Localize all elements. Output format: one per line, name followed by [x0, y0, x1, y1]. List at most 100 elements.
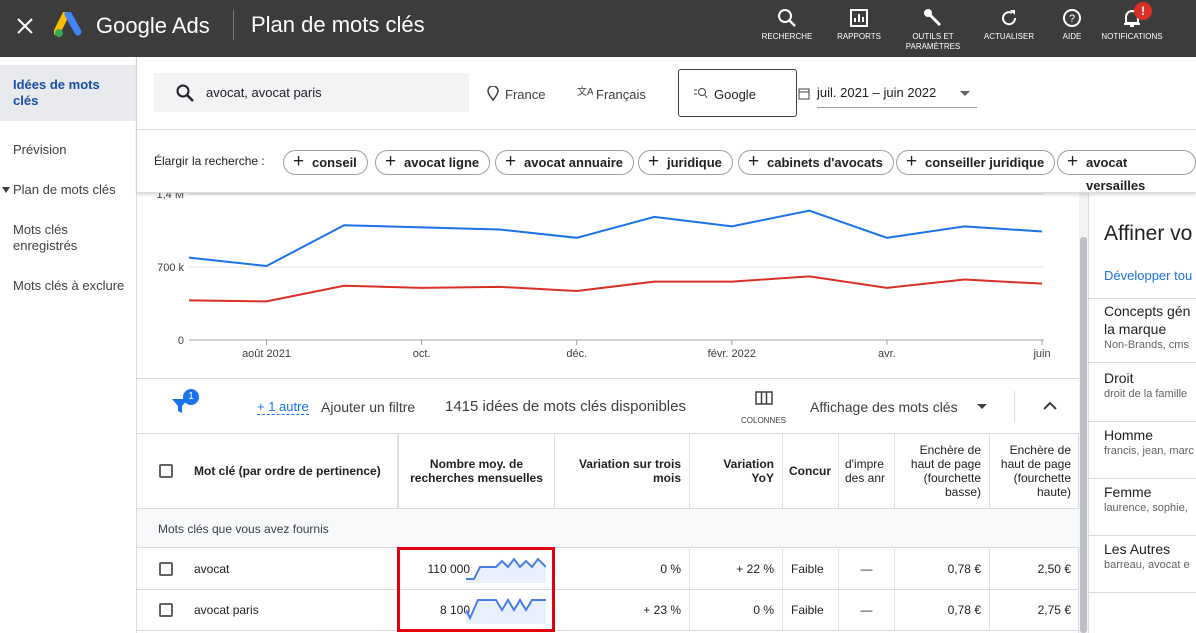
table-cell: 2,50 € [1037, 562, 1071, 576]
sparkline [466, 598, 546, 624]
divider [137, 129, 1196, 130]
refine-group-detail: laurence, sophie, [1104, 502, 1188, 514]
keyword-chip[interactable]: conseil [283, 150, 368, 175]
refine-group[interactable]: Concepts gén la marque Non-Brands, cms [1104, 302, 1196, 352]
top-bar: Google Ads Plan de mots clés RECHERCHE R… [0, 0, 1196, 57]
x-tick-label: oct. [413, 348, 431, 360]
date-range[interactable]: juil. 2021 – juin 2022 [817, 85, 977, 108]
search-box[interactable]: avocat, avocat paris [154, 73, 469, 112]
columns-icon[interactable] [755, 391, 773, 405]
action-tools[interactable]: OUTILS ET PARAMÈTRES [898, 8, 968, 52]
dropdown-caret [977, 404, 987, 409]
checkbox[interactable] [159, 464, 173, 478]
table-cell: 0,78 € [895, 590, 990, 631]
nav-item[interactable]: Mots clés enregistrés [13, 222, 78, 253]
refine-group-detail: Non-Brands, cms [1104, 339, 1189, 351]
sparkline-line [466, 557, 546, 580]
location[interactable]: France [505, 87, 546, 102]
refine-group-name: Femme [1104, 484, 1152, 500]
column-header[interactable]: Nombre moy. de recherches mensuelles [398, 434, 555, 508]
table-cell: — [839, 549, 895, 590]
keyword-chip[interactable]: conseiller juridique [896, 150, 1056, 175]
table-row [137, 590, 1079, 631]
column-header[interactable]: Enchère de haut de page (fourchette bass… [895, 434, 990, 508]
x-tick-label: avr. [878, 348, 896, 360]
refine-group[interactable]: Homme francis, jean, marc [1104, 426, 1196, 458]
refine-group-name: Droit [1104, 370, 1134, 386]
divider [1014, 391, 1015, 423]
series-line [188, 209, 1043, 267]
refine-group[interactable]: Les Autres barreau, avocat e [1104, 540, 1196, 572]
x-tick-label: juin [1032, 348, 1050, 360]
refine-group-detail: francis, jean, marc [1104, 445, 1194, 457]
search-icon [176, 84, 194, 102]
add-filter[interactable]: Ajouter un filtre [321, 399, 416, 415]
logo [54, 12, 82, 37]
keyword-chip[interactable]: avocat versailles [1057, 150, 1196, 193]
nav-item[interactable]: Prévision [13, 142, 67, 157]
calendar-icon [798, 88, 810, 100]
keyword-chip[interactable]: avocat annuaire [495, 150, 634, 175]
action-search[interactable]: RECHERCHE [752, 8, 822, 42]
divider [1088, 362, 1196, 363]
column-header[interactable]: Enchère de haut de page (fourchette haut… [1000, 443, 1071, 499]
divider [1088, 592, 1196, 593]
sparkline [466, 557, 546, 583]
keyword-chip[interactable]: juridique [638, 150, 733, 175]
keyword-chip[interactable]: avocat ligne [375, 150, 491, 175]
refine-group[interactable]: Droit droit de la famille [1104, 369, 1196, 401]
table-cell: 0 % [690, 590, 783, 631]
expand-label: Élargir la recherche : [154, 154, 265, 168]
divider [1088, 478, 1196, 479]
x-tick-label: févr. 2022 [708, 348, 756, 360]
action-reports[interactable]: RAPPORTS [824, 8, 894, 42]
more-filters[interactable]: + 1 autre [257, 399, 309, 415]
nav-item[interactable]: Idées de mots clés [13, 77, 100, 108]
table-cell: avocat paris [186, 590, 398, 631]
table-cell: + 22 % [690, 549, 783, 590]
network-icon [694, 88, 708, 99]
table-cell: Faible [783, 549, 839, 590]
svg-text:?: ? [1069, 13, 1075, 25]
column-header[interactable]: Variation sur trois mois [555, 434, 690, 508]
table-cell: 2,75 € [1037, 603, 1071, 617]
nav-item[interactable]: Plan de mots clés [13, 182, 116, 197]
table-row [137, 549, 1079, 590]
view-selector[interactable]: Affichage des mots clés [810, 399, 958, 415]
y-tick-label: 0 [178, 335, 184, 347]
filter-icon[interactable] [172, 397, 188, 415]
action-notifications[interactable]: NOTIFICATIONS [1097, 8, 1167, 42]
refine-group-name: Les Autres [1104, 541, 1171, 557]
action-label: OUTILS ET PARAMÈTRES [905, 32, 961, 51]
collapse-icon[interactable] [1043, 401, 1057, 410]
expand-all[interactable]: Développer tou [1104, 268, 1193, 283]
sparkline-line [466, 598, 546, 621]
network: Google [714, 87, 756, 102]
divider [1088, 421, 1196, 422]
checkbox[interactable] [159, 603, 173, 617]
caret [2, 187, 10, 193]
page-title: Plan de mots clés [251, 12, 425, 37]
table-cell: 0 % [555, 549, 690, 590]
action-label: ACTUALISER [983, 32, 1035, 41]
nav-item[interactable]: Mots clés à exclure [13, 278, 125, 293]
keyword-chip[interactable]: cabinets d'avocats [738, 150, 894, 175]
language[interactable]: Français [596, 87, 646, 102]
close-icon[interactable] [16, 17, 34, 35]
idea-count: 1415 idées de mots clés disponibles [445, 398, 686, 415]
nav-selected-bg [0, 65, 136, 121]
divider [1088, 535, 1196, 536]
action-help[interactable]: ? AIDE [1037, 8, 1107, 42]
action-refresh[interactable]: ACTUALISER [974, 8, 1044, 42]
column-header[interactable]: Mot clé (par ordre de pertinence) [186, 434, 398, 508]
refine-group[interactable]: Femme laurence, sophie, [1104, 483, 1196, 515]
scrollbar-thumb[interactable] [1080, 237, 1087, 633]
column-header[interactable]: d'impre des anr [839, 434, 895, 508]
column-header[interactable]: Concur [783, 434, 839, 508]
refine-title: Affiner vo [1104, 222, 1193, 245]
network-box[interactable]: Google [678, 69, 797, 117]
column-header[interactable]: Variation YoY [690, 434, 783, 508]
table-cell: 8 100 [439, 603, 470, 617]
checkbox[interactable] [159, 562, 173, 576]
